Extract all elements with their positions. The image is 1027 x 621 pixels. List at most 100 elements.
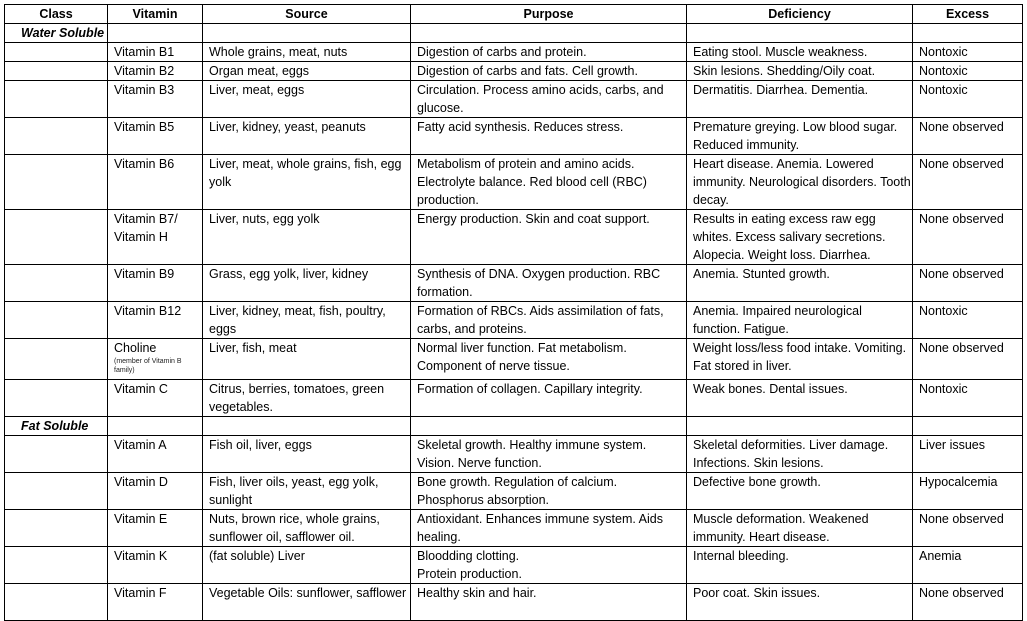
source-text: Organ meat, eggs	[209, 64, 310, 78]
purpose-text: Energy production. Skin and coat support…	[417, 212, 650, 226]
cell-source: Vegetable Oils: sunflower, safflower	[202, 583, 411, 621]
cell-vitamin: Vitamin B6	[107, 154, 203, 210]
cell-excess: Hypocalcemia	[912, 472, 1023, 510]
cell-excess	[912, 416, 1023, 436]
excess-text: Hypocalcemia	[919, 475, 998, 489]
cell-purpose: Bone growth. Regulation of calcium. Phos…	[410, 472, 687, 510]
cell-source	[202, 416, 411, 436]
cell-source: Organ meat, eggs	[202, 61, 411, 81]
source-text: Liver, fish, meat	[209, 341, 297, 355]
cell-purpose: Formation of collagen. Capillary integri…	[410, 379, 687, 417]
source-text: Liver, meat, whole grains, fish, egg yol…	[209, 157, 402, 189]
cell-vitamin: Vitamin E	[107, 509, 203, 547]
cell-deficiency: Poor coat. Skin issues.	[686, 583, 913, 621]
cell-purpose	[410, 416, 687, 436]
header-excess: Excess	[912, 4, 1023, 24]
vitamin-text: Vitamin B9	[114, 267, 175, 281]
cell-deficiency: Weak bones. Dental issues.	[686, 379, 913, 417]
table-row: Vitamin B3 Liver, meat, eggs Circulation. …	[4, 80, 1023, 118]
table-row: Vitamin B7/ Vitamin H Liver, nuts, egg yo…	[4, 209, 1023, 265]
cell-deficiency: Internal bleeding.	[686, 546, 913, 584]
purpose-text: Formation of RBCs. Aids assimilation of …	[417, 304, 664, 336]
cell-source: Fish oil, liver, eggs	[202, 435, 411, 473]
table-row: Vitamin B9 Grass, egg yolk, liver, kidney…	[4, 264, 1023, 302]
cell-excess: None observed	[912, 117, 1023, 155]
deficiency-text: Skeletal deformities. Liver damage. Infe…	[693, 438, 889, 470]
cell-source: Liver, kidney, yeast, peanuts	[202, 117, 411, 155]
cell-vitamin	[107, 416, 203, 436]
cell-vitamin: Vitamin B2	[107, 61, 203, 81]
cell-vitamin: Vitamin B12	[107, 301, 203, 339]
cell-source: Liver, meat, eggs	[202, 80, 411, 118]
cell-class	[4, 80, 108, 118]
cell-deficiency	[686, 416, 913, 436]
cell-source: Fish, liver oils, yeast, egg yolk, sunli…	[202, 472, 411, 510]
excess-text: Nontoxic	[919, 304, 968, 318]
cell-deficiency: Skin lesions. Shedding/Oily coat.	[686, 61, 913, 81]
cell-vitamin: Vitamin B7/ Vitamin H	[107, 209, 203, 265]
cell-vitamin: Vitamin A	[107, 435, 203, 473]
excess-text: None observed	[919, 120, 1004, 134]
deficiency-text: Anemia. Stunted growth.	[693, 267, 830, 281]
vitamin-text: Vitamin B12	[114, 304, 182, 318]
deficiency-text: Weight loss/less food intake. Vomiting. …	[693, 341, 907, 373]
table-row: Vitamin K (fat soluble) Liver Bloodding cl…	[4, 546, 1023, 584]
source-text: Liver, meat, eggs	[209, 83, 305, 97]
excess-text: None observed	[919, 341, 1004, 355]
excess-text: None observed	[919, 512, 1004, 526]
header-row: Class Vitamin Source Purpose Deficiency …	[4, 4, 1023, 24]
purpose-text: Skeletal growth. Healthy immune system. …	[417, 438, 647, 470]
vitamin-table: Class Vitamin Source Purpose Deficiency …	[4, 4, 1023, 621]
cell-deficiency: Muscle deformation. Weakened immunity. H…	[686, 509, 913, 547]
cell-class	[4, 583, 108, 621]
vitamin-text: Vitamin B7/ Vitamin H	[114, 212, 178, 244]
cell-purpose: Fatty acid synthesis. Reduces stress.	[410, 117, 687, 155]
cell-source	[202, 23, 411, 43]
header-class: Class	[4, 4, 108, 24]
deficiency-text: Premature greying. Low blood sugar. Redu…	[693, 120, 898, 152]
purpose-text: Antioxidant. Enhances immune system. Aid…	[417, 512, 663, 544]
header-vitamin: Vitamin	[107, 4, 203, 24]
cell-deficiency: Heart disease. Anemia. Lowered immunity.…	[686, 154, 913, 210]
deficiency-text: Poor coat. Skin issues.	[693, 586, 821, 600]
cell-excess: None observed	[912, 209, 1023, 265]
table-row: Vitamin B6 Liver, meat, whole grains, fis…	[4, 154, 1023, 210]
excess-text: Nontoxic	[919, 83, 968, 97]
class-header-row: Fat Soluble	[4, 416, 1023, 436]
cell-excess: Nontoxic	[912, 379, 1023, 417]
cell-class: Fat Soluble	[4, 416, 108, 436]
purpose-text: Circulation. Process amino acids, carbs,…	[417, 83, 664, 115]
vitamin-note: (member of Vitamin B family)	[114, 358, 182, 374]
cell-deficiency: Defective bone growth.	[686, 472, 913, 510]
cell-vitamin: Vitamin K	[107, 546, 203, 584]
cell-vitamin	[107, 23, 203, 43]
header-purpose: Purpose	[410, 4, 687, 24]
cell-class	[4, 117, 108, 155]
cell-excess: Nontoxic	[912, 61, 1023, 81]
cell-vitamin: Vitamin B5	[107, 117, 203, 155]
cell-excess: None observed	[912, 509, 1023, 547]
purpose-text: Digestion of carbs and fats. Cell growth…	[417, 64, 638, 78]
deficiency-text: Dermatitis. Diarrhea. Dementia.	[693, 83, 869, 97]
cell-purpose: Digestion of carbs and protein.	[410, 42, 687, 62]
vitamin-text: Choline	[114, 341, 157, 355]
vitamin-text: Vitamin D	[114, 475, 168, 489]
source-text: Liver, kidney, meat, fish, poultry, eggs	[209, 304, 386, 336]
cell-excess: Nontoxic	[912, 301, 1023, 339]
cell-vitamin: Vitamin B1	[107, 42, 203, 62]
cell-vitamin: Vitamin D	[107, 472, 203, 510]
cell-class	[4, 154, 108, 210]
deficiency-text: Weak bones. Dental issues.	[693, 382, 848, 396]
cell-deficiency: Anemia. Impaired neurological function. …	[686, 301, 913, 339]
cell-deficiency: Premature greying. Low blood sugar. Redu…	[686, 117, 913, 155]
vitamin-text: Vitamin B1	[114, 45, 175, 59]
cell-class	[4, 61, 108, 81]
cell-source: (fat soluble) Liver	[202, 546, 411, 584]
source-text: Liver, kidney, yeast, peanuts	[209, 120, 366, 134]
vitamin-text: Vitamin F	[114, 586, 167, 600]
cell-class	[4, 379, 108, 417]
deficiency-text: Anemia. Impaired neurological function. …	[693, 304, 862, 336]
cell-purpose: Energy production. Skin and coat support…	[410, 209, 687, 265]
source-text: Whole grains, meat, nuts	[209, 45, 348, 59]
cell-purpose: Bloodding clotting. Protein production.	[410, 546, 687, 584]
